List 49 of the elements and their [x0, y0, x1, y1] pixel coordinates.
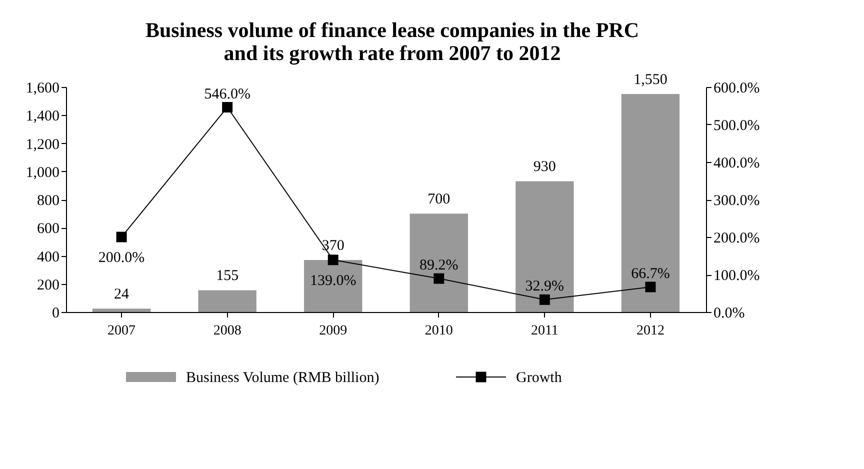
point — [645, 282, 656, 292]
bar — [516, 181, 574, 312]
data-label: 89.2% — [420, 258, 458, 274]
y-tick-label: 1,400 — [26, 108, 60, 125]
data-label: 24 — [114, 286, 130, 303]
y-tick-label: 800 — [37, 193, 60, 209]
y2-tick-label: 0.0% — [714, 306, 745, 322]
point — [539, 294, 550, 305]
legend-label: Business Volume (RMB billion) — [186, 370, 380, 386]
x-tick-label: 2010 — [424, 324, 453, 338]
data-label: 155 — [216, 268, 239, 284]
y2-tick-label: 200.0% — [714, 230, 760, 246]
y2-tick-label: 500.0% — [714, 118, 760, 134]
data-label: 200.0% — [98, 250, 145, 266]
y-tick-label: 0 — [52, 306, 60, 322]
y2-tick-label: 300.0% — [714, 193, 760, 209]
data-label: 700 — [428, 192, 450, 208]
y-tick-label: 200 — [37, 277, 60, 294]
x-tick-label: 2008 — [213, 324, 242, 338]
bar — [198, 290, 256, 312]
x-tick-label: 2012 — [636, 324, 664, 338]
x-tick-label: 2009 — [319, 324, 348, 338]
bar — [92, 308, 151, 312]
bar — [410, 214, 468, 312]
bar — [304, 260, 362, 312]
point — [116, 232, 127, 242]
y2-tick-label: 400.0% — [714, 156, 760, 172]
y-tick-label: 400 — [37, 249, 60, 266]
data-label: 930 — [533, 159, 556, 176]
data-label: 1,550 — [634, 72, 668, 88]
y2-tick-label: 100.0% — [714, 268, 760, 284]
y2-tick-label: 600.0% — [714, 80, 760, 96]
data-label: 66.7% — [631, 266, 670, 282]
data-label: 32.9% — [525, 278, 564, 295]
y-tick-label: 1,200 — [26, 136, 60, 153]
y-tick-label: 600 — [37, 221, 60, 238]
x-tick-label: 2011 — [530, 324, 558, 338]
data-label: 139.0% — [310, 272, 356, 289]
x-tick-label: 2007 — [108, 324, 136, 338]
point — [222, 102, 233, 112]
data-label: 370 — [322, 238, 344, 254]
legend-label: Growth — [516, 370, 562, 386]
bar — [621, 94, 680, 312]
chart-title: Business volume of finance lease companies in the PRC and its growth rate from 2007 to 2012 — [146, 18, 639, 66]
point — [328, 254, 338, 266]
y-tick-label: 1,600 — [26, 80, 60, 96]
y-tick-label: 1,000 — [26, 164, 60, 181]
point — [434, 273, 444, 284]
data-label: 546.0% — [204, 86, 250, 102]
